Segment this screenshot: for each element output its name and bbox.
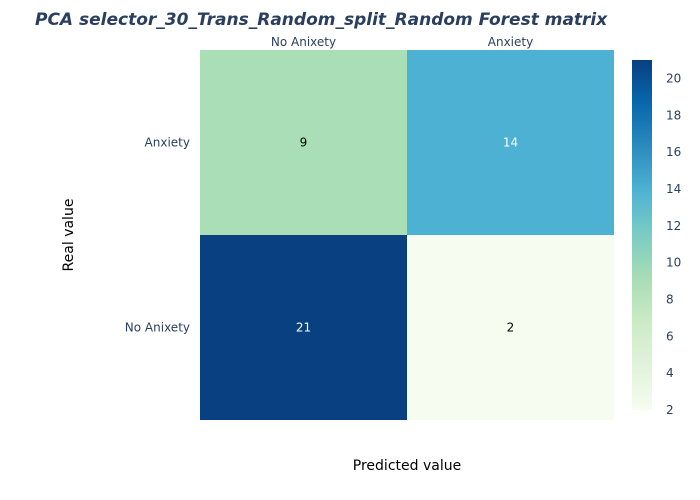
colorbar-tick-label: 10	[666, 256, 681, 270]
heatmap-cell	[407, 235, 614, 420]
x-tick-label: No Anixety	[271, 35, 336, 49]
colorbar-tick-label: 12	[666, 219, 681, 233]
colorbar-ticks: 2 4 6 8 10 12 14 16 18 20	[666, 71, 681, 417]
x-axis-title: Predicted value	[353, 458, 461, 474]
y-tick-label: No Anixety	[125, 321, 190, 335]
colorbar-tick-label: 2	[666, 403, 674, 417]
chart-title: PCA selector_30_Trans_Random_split_Rando…	[35, 10, 608, 30]
colorbar-tick-label: 20	[666, 71, 681, 85]
heatmap-cell-labels: 9 14 21 2	[296, 136, 518, 335]
heatmap-cell	[200, 50, 407, 235]
heatmap-cell-label: 21	[296, 321, 311, 335]
colorbar-tick-label: 16	[666, 145, 681, 159]
x-axis-ticks: No Anixety Anxiety	[271, 35, 533, 49]
heatmap-cell	[200, 235, 407, 420]
colorbar-tick-label: 18	[666, 108, 681, 122]
colorbar	[632, 60, 652, 410]
x-tick-label: Anxiety	[488, 35, 533, 49]
y-tick-label: Anxiety	[145, 136, 190, 150]
heatmap-cells	[200, 50, 614, 420]
colorbar-tick-label: 4	[666, 366, 674, 380]
y-axis-title: Real value	[61, 199, 77, 272]
colorbar-tick-label: 8	[666, 292, 674, 306]
heatmap-cell-label: 9	[300, 136, 308, 150]
heatmap-cell-label: 2	[507, 321, 515, 335]
colorbar-tick-label: 6	[666, 329, 674, 343]
heatmap-cell	[407, 50, 614, 235]
colorbar-tick-label: 14	[666, 182, 681, 196]
y-axis-ticks: Anxiety No Anixety	[125, 136, 190, 335]
heatmap-cell-label: 14	[503, 136, 518, 150]
